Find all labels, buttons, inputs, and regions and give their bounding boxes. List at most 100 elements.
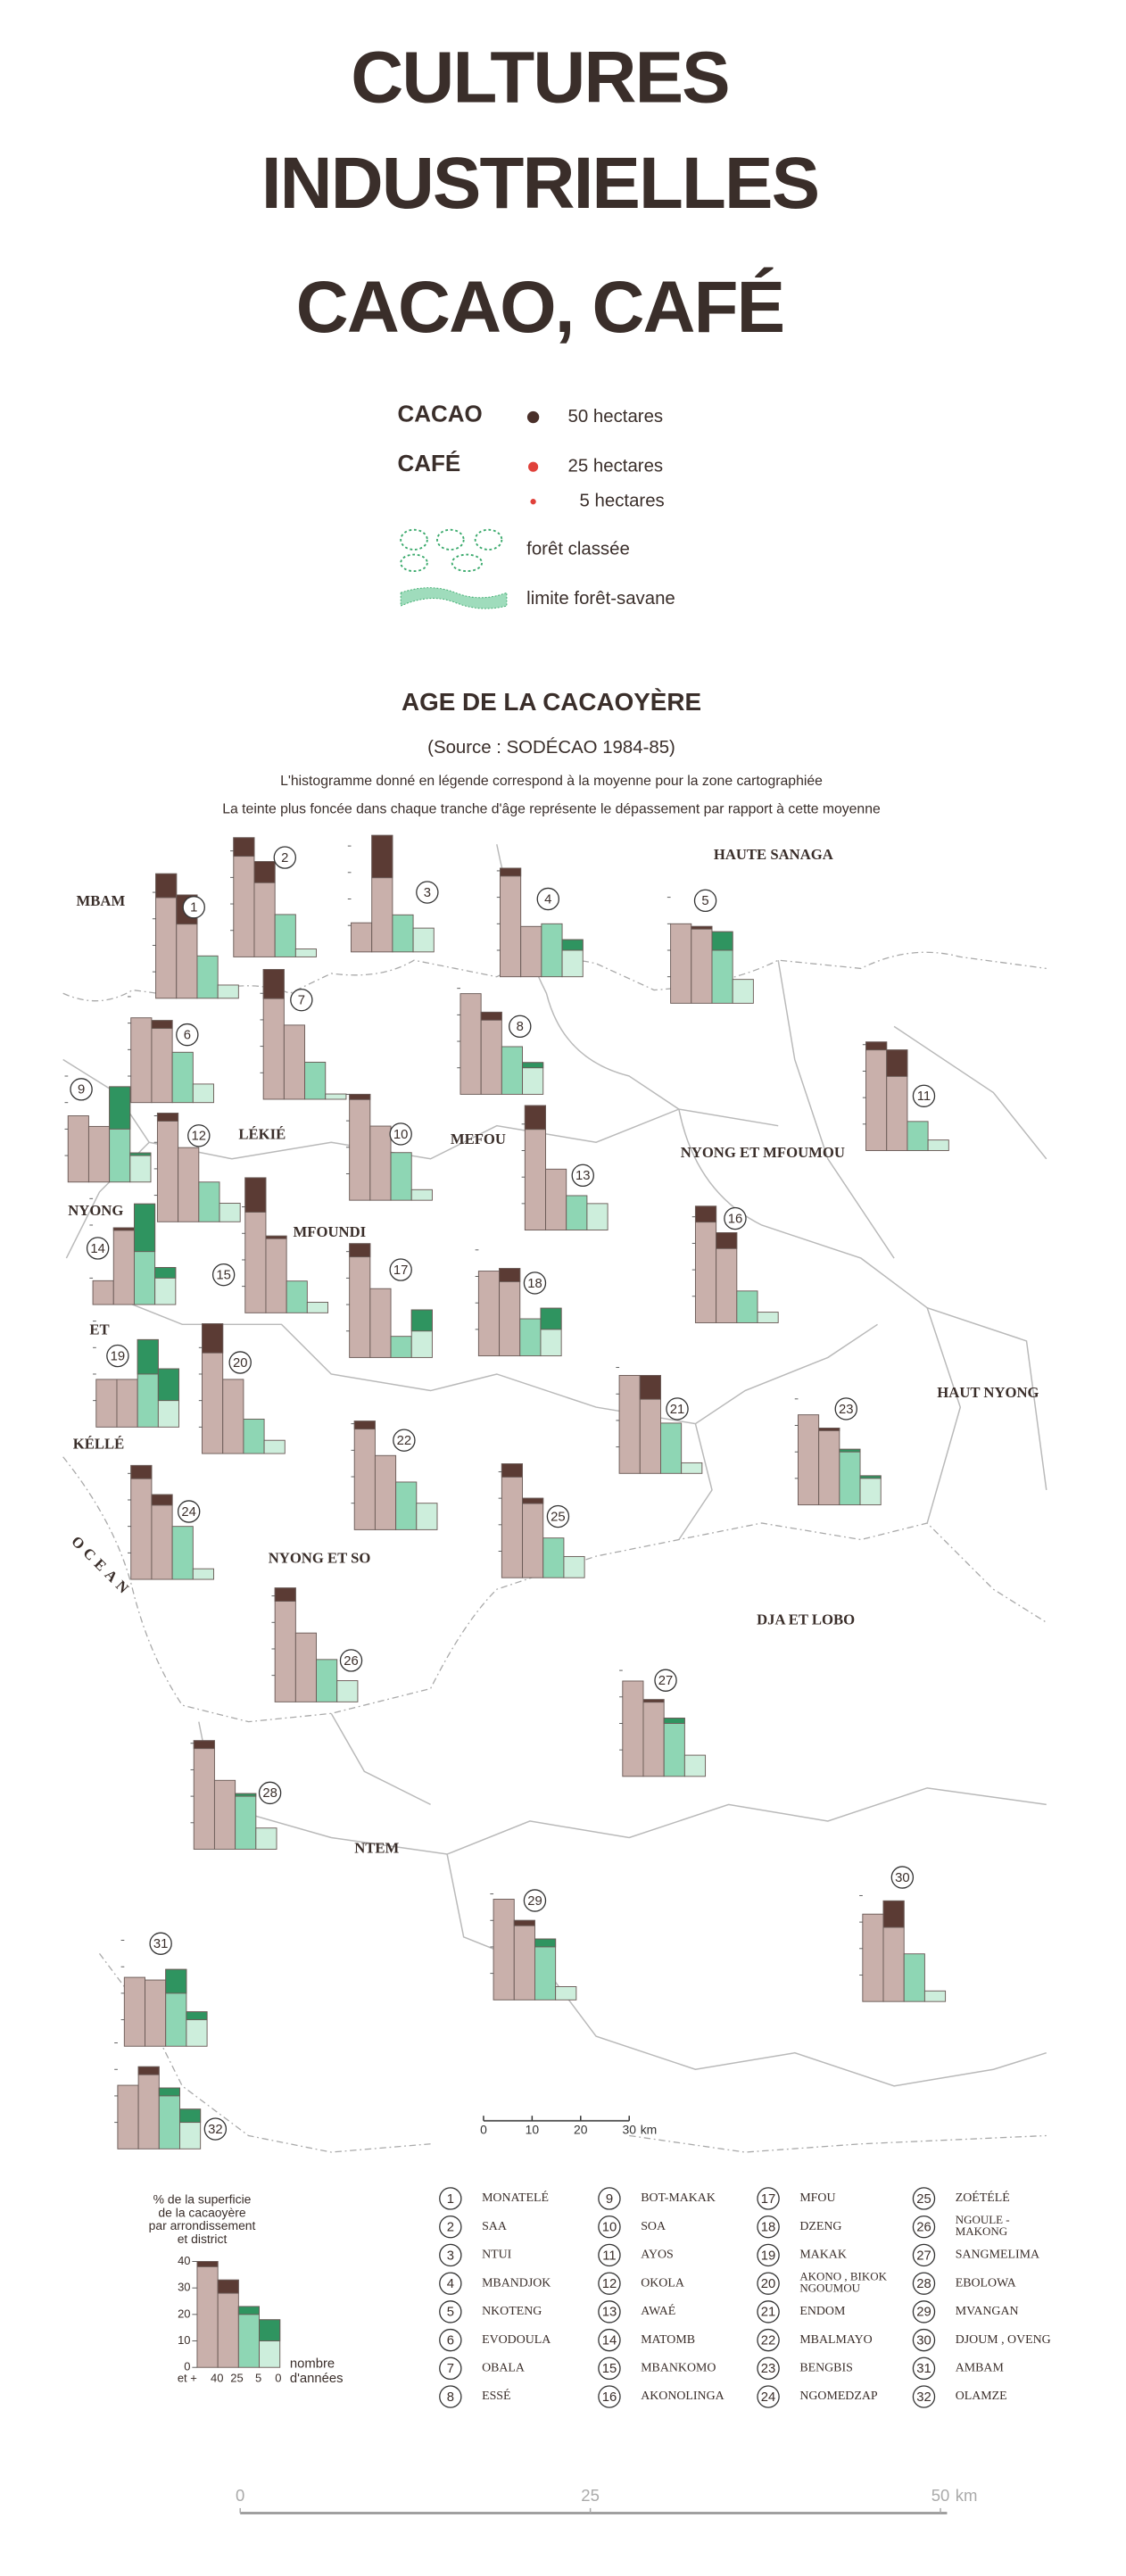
bar [178,1147,200,1222]
legend-text: forêt classée [526,539,630,559]
excess-shade [130,1464,153,1479]
list-number: 21 [761,2306,776,2320]
bar [683,1754,707,1777]
x-tick-label: 5 [255,2372,261,2385]
region-labels: MBAM LÉKIÉ MEFOU HAUTE SANAGA NYONG ET M… [68,846,1039,1856]
list-number: 14 [602,2333,617,2348]
excess-shade [112,1227,135,1231]
excess-shade [522,1062,544,1069]
bar [336,1680,359,1702]
bar [416,1503,438,1530]
x-tick-label: 25 [230,2372,243,2385]
bar [493,1899,515,2000]
bar [349,1093,371,1201]
region-label: ET [89,1321,109,1338]
district-name: BOT-MAKAK [641,2191,716,2205]
district-marker [290,988,313,1012]
bar [171,1051,194,1104]
excess-shade [534,1938,557,1948]
list-number: 23 [761,2362,776,2376]
district-name: MONATELÉ [482,2190,549,2205]
bar [839,1448,861,1506]
list-number: 4 [447,2277,454,2291]
district-number: 18 [527,1277,542,1291]
bar [95,1379,118,1428]
bar [522,1497,544,1578]
district-name: NGOUMOU [799,2282,860,2295]
district-name: MAKAK [799,2249,847,2262]
y-tick-label: 40 [178,2254,190,2267]
list-marker [757,2215,780,2239]
district-name: NGOULE - [956,2213,1010,2226]
bar [563,1555,585,1578]
bar [542,1537,565,1578]
district-marker [523,1271,547,1295]
district-number: 12 [192,1130,207,1144]
list-number: 18 [761,2221,776,2235]
district-name: DJOUM , OVENG [956,2333,1051,2347]
bar [903,1953,925,2002]
y-tick-label: 20 [178,2307,190,2320]
list-number: 32 [916,2390,931,2405]
scale-unit: km [641,2123,658,2137]
list-marker [912,2187,936,2210]
bar [123,1976,145,2047]
bar [520,925,542,978]
district-number: 25 [551,1510,566,1524]
bar [691,925,713,1004]
bar [156,1113,179,1222]
region-label: OCEAN [68,1533,136,1601]
legend-text: 25 hectares [568,457,664,476]
bar [541,923,563,978]
list-marker [439,2187,462,2210]
list-number: 12 [602,2277,617,2291]
excess-shade [371,834,393,879]
district-number: 16 [728,1212,743,1226]
list-marker [757,2385,780,2408]
excess-shade [202,1323,224,1354]
excess-shade [137,2066,160,2075]
list-marker [912,2385,936,2408]
bar [519,1318,542,1357]
source: (Source : SODÉCAO 1984-85) [427,737,675,758]
bar [732,979,754,1004]
excess-shade [259,2319,281,2341]
excess-shade [711,931,733,951]
district-name: AYOS [641,2249,674,2262]
list-marker [912,2357,936,2381]
district-number: 27 [658,1674,674,1688]
district-marker [509,1015,532,1039]
region-label: DJA ET LOBO [757,1611,855,1628]
bar [198,1181,220,1222]
district-name: ENDOM [799,2305,845,2318]
district-number: 17 [393,1263,409,1278]
bar [865,1041,888,1151]
district-number: 7 [298,994,305,1008]
excess-shade [151,1020,173,1030]
bar [566,1195,588,1231]
list-marker [439,2300,462,2323]
bar [555,1986,577,2000]
bar [927,1139,949,1151]
region-label: KÉLLÉ [73,1436,125,1453]
region-label: LÉKIÉ [238,1126,286,1143]
excess-shade [716,1232,738,1249]
list-number: 3 [447,2249,454,2263]
scale-label: 0 [236,2486,244,2505]
bar [477,1271,501,1357]
excess-shade [349,1243,371,1258]
list-marker [912,2243,936,2267]
region-label: MFOUNDI [294,1223,367,1240]
region-label: MEFOU [451,1131,506,1147]
district-number: 24 [181,1505,195,1520]
bar [294,1632,318,1702]
list-marker [598,2328,621,2352]
legend-axis-title: de la cacaoyère [158,2205,245,2219]
legend-text: 5 hectares [580,492,665,511]
bar [618,1375,641,1474]
list-number: 1 [447,2192,454,2207]
district-name: EBOLOWA [956,2276,1016,2290]
district-marker [546,1504,570,1528]
bar [369,1288,392,1358]
